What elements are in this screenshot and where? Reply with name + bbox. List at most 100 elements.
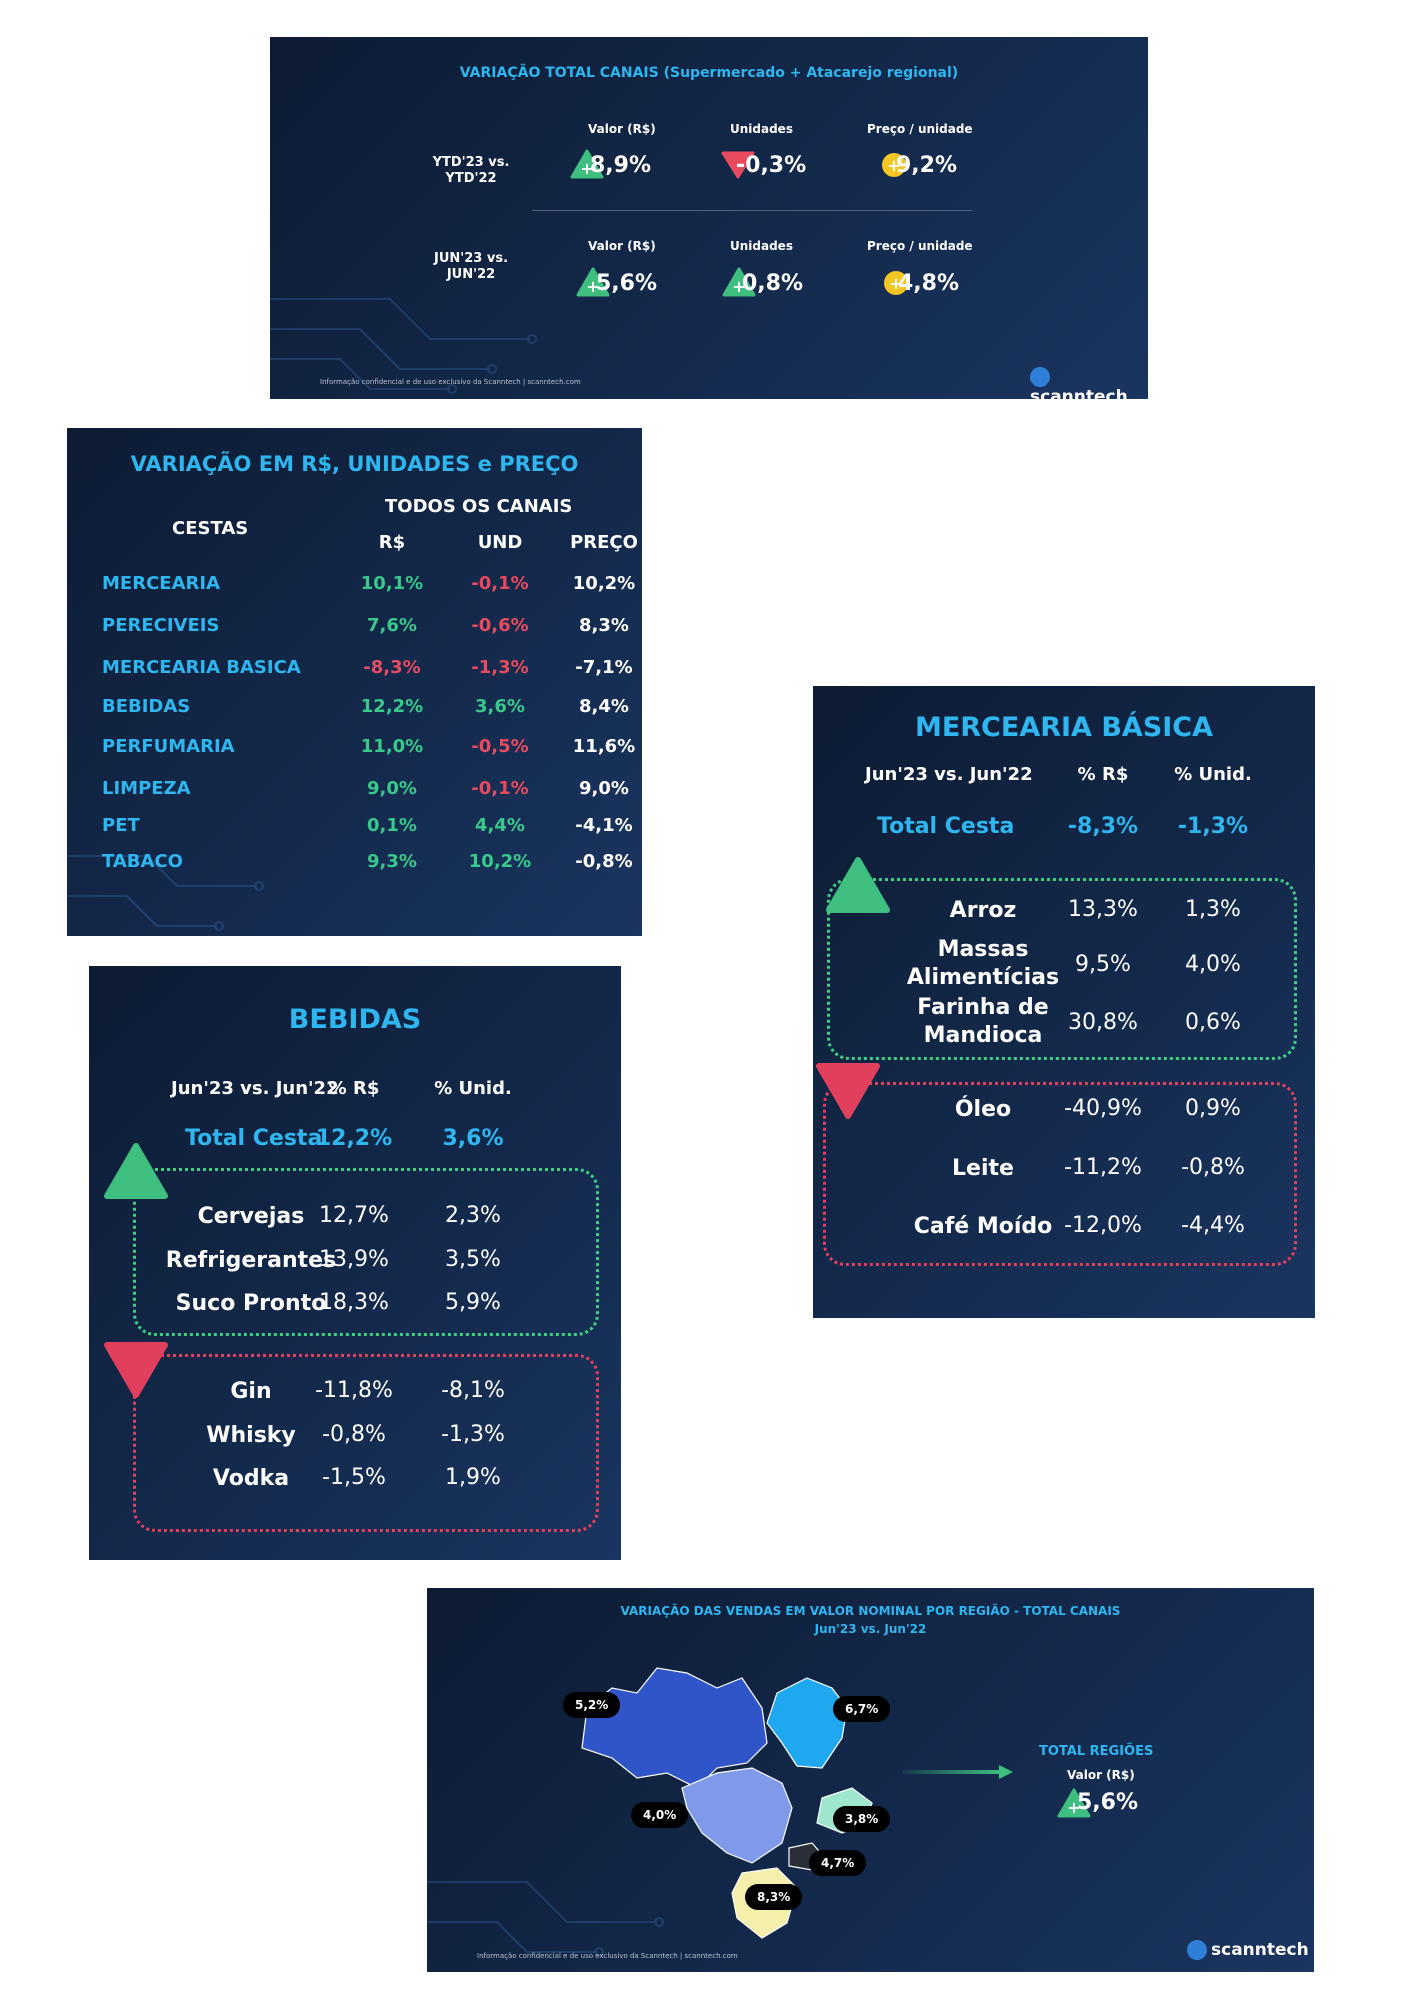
jun-valor-value: 5,6% <box>596 271 658 296</box>
cesta-rs: 9,3% <box>367 851 417 872</box>
channels-header: TODOS OS CANAIS <box>385 496 573 517</box>
cesta-rs: 0,1% <box>367 815 417 836</box>
cesta-rs: 9,0% <box>367 778 417 799</box>
row-label-jun: JUN'23 vs. JUN'22 <box>416 251 526 283</box>
region-sudeste-pill: 3,8% <box>833 1806 891 1832</box>
item-name-line: Farinha de <box>917 995 1049 1020</box>
growth-group-box <box>133 1168 599 1336</box>
item-name: Óleo <box>954 1097 1012 1122</box>
cesta-preco: 8,3% <box>579 615 629 636</box>
item-unid: 0,9% <box>1185 1096 1241 1121</box>
item-unid: 3,5% <box>445 1247 501 1272</box>
item-rs: 9,5% <box>1075 952 1131 977</box>
regions-panel: VARIAÇÃO DAS VENDAS EM VALOR NOMINAL POR… <box>427 1588 1314 1972</box>
scanntech-logo: scanntech <box>1030 367 1148 399</box>
cesta-preco: 11,6% <box>572 736 636 757</box>
item-rs: 18,3% <box>319 1290 389 1315</box>
item-unid: 0,6% <box>1185 1010 1241 1035</box>
header-unidades: Unidades <box>730 122 793 136</box>
item-name-line: Mandioca <box>923 1023 1043 1048</box>
cesta-und: -0,1% <box>471 573 529 594</box>
item-rs: 12,7% <box>319 1203 389 1228</box>
cesta-preco: 8,4% <box>579 696 629 717</box>
col-header-unid: % Unid. <box>1174 764 1252 785</box>
map-region-nordeste <box>766 1677 848 1769</box>
item-name-multiline: Massas Alimentícias <box>873 936 1093 992</box>
cesta-und: -0,5% <box>471 736 529 757</box>
map-region-centro-oeste <box>681 1767 793 1864</box>
svg-text:+: + <box>586 277 599 296</box>
cestas-table-panel: VARIAÇÃO EM R$, UNIDADES e PREÇO CESTAS … <box>67 428 642 936</box>
item-name: Leite <box>952 1156 1014 1181</box>
item-rs: -1,5% <box>322 1465 386 1490</box>
item-name: Cervejas <box>197 1204 305 1229</box>
item-unid: 2,3% <box>445 1203 501 1228</box>
cesta-name: TABACO <box>102 851 183 872</box>
ytd-valor-value: 8,9% <box>590 153 652 178</box>
col-header-preco: PREÇO <box>570 532 638 553</box>
total-cesta-label: Total Cesta <box>185 1126 323 1151</box>
footnote: Informação confidencial e de uso exclusi… <box>320 378 581 386</box>
row-label-line: YTD'22 <box>445 171 497 186</box>
arrow-right-icon <box>903 1765 1013 1779</box>
cesta-name: PERECIVEIS <box>102 615 220 636</box>
region-sul-pill: 8,3% <box>745 1884 803 1910</box>
region-centro-oeste-pill: 4,0% <box>631 1802 689 1828</box>
cesta-name: PET <box>102 815 140 836</box>
circuit-decoration <box>270 298 537 394</box>
row-divider <box>532 210 972 211</box>
item-unid: 5,9% <box>445 1290 501 1315</box>
total-regions-label: TOTAL REGIÕES <box>1039 1744 1154 1759</box>
item-rs: 13,3% <box>1068 897 1138 922</box>
panel-title: VARIAÇÃO EM R$, UNIDADES e PREÇO <box>130 452 579 476</box>
jun-preco-value: 4,8% <box>898 271 960 296</box>
item-rs: -40,9% <box>1064 1096 1142 1121</box>
title-line: Jun'23 vs. Jun'22 <box>814 1622 927 1636</box>
down-triangle-icon <box>104 1342 168 1398</box>
ytd-unidades-value: -0,3% <box>736 153 807 178</box>
row-label-line: YTD'23 vs. <box>432 155 510 170</box>
item-rs: -0,8% <box>322 1422 386 1447</box>
item-name: Vodka <box>212 1466 290 1491</box>
cesta-preco: -0,8% <box>575 851 633 872</box>
panel-title: VARIAÇÃO TOTAL CANAIS (Supermercado + At… <box>459 65 959 81</box>
cesta-preco: 9,0% <box>579 778 629 799</box>
scanntech-logo: scanntech <box>1187 1940 1309 1960</box>
item-name: Café Moído <box>913 1214 1053 1239</box>
svg-text:+: + <box>1067 1798 1080 1817</box>
total-cesta-label: Total Cesta <box>877 814 1015 839</box>
cesta-und: -1,3% <box>471 657 529 678</box>
svg-text:+: + <box>580 159 593 178</box>
up-triangle-icon: + <box>722 267 756 297</box>
item-unid: 4,0% <box>1185 952 1241 977</box>
item-unid: -1,3% <box>441 1422 505 1447</box>
item-name: Refrigerantes <box>165 1248 337 1273</box>
cesta-name: MERCEARIA BASICA <box>102 657 301 678</box>
item-rs: -11,8% <box>315 1378 393 1403</box>
total-cesta-rs: 12,2% <box>315 1126 393 1151</box>
col-header-und: UND <box>477 532 523 553</box>
row-label-ytd: YTD'23 vs. YTD'22 <box>416 155 526 187</box>
panel-title: BEBIDAS <box>288 1004 422 1035</box>
map-region-norte <box>581 1667 768 1789</box>
period-label: Jun'23 vs. Jun'22 <box>171 1078 339 1099</box>
down-triangle-icon <box>721 151 755 179</box>
item-name: Arroz <box>949 898 1017 923</box>
item-name: Suco Pronto <box>175 1291 327 1316</box>
up-triangle-icon: + <box>1057 1788 1091 1818</box>
logo-icon <box>1030 367 1050 387</box>
logo-icon <box>1187 1940 1207 1960</box>
logo-text: scanntech <box>1030 387 1128 399</box>
cesta-rs: 10,1% <box>360 573 424 594</box>
cesta-name: MERCEARIA <box>102 573 220 594</box>
decline-group-box <box>133 1354 599 1532</box>
total-channels-panel: VARIAÇÃO TOTAL CANAIS (Supermercado + At… <box>270 37 1148 399</box>
svg-text:+: + <box>887 156 900 175</box>
period-label: Jun'23 vs. Jun'22 <box>865 764 1033 785</box>
brazil-map <box>581 1667 873 1939</box>
item-rs: 30,8% <box>1068 1010 1138 1035</box>
cesta-name: PERFUMARIA <box>102 736 235 757</box>
header-unidades: Unidades <box>730 239 793 253</box>
decline-group-box <box>823 1082 1297 1266</box>
svg-text:+: + <box>889 274 902 293</box>
